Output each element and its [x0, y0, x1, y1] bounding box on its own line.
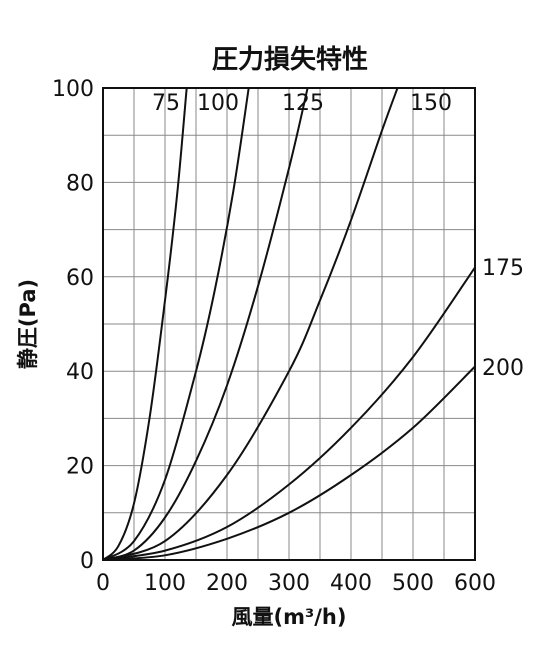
series-line-75 — [102, 87, 188, 561]
x-tick-label: 300 — [268, 571, 310, 596]
chart-title: 圧力損失特性 — [212, 44, 368, 75]
y-axis-label: 静圧(Pa) — [16, 279, 40, 369]
series-label-125: 125 — [282, 91, 324, 116]
y-tick-label: 20 — [66, 455, 94, 480]
series-label-200: 200 — [482, 356, 524, 381]
series-label-75: 75 — [152, 91, 180, 116]
series-label-100: 100 — [197, 91, 239, 116]
plot-frame — [102, 87, 476, 561]
series-line-150 — [102, 87, 399, 561]
series-line-125 — [102, 87, 309, 561]
series-label-175: 175 — [482, 256, 524, 281]
x-tick-label: 100 — [144, 571, 186, 596]
x-tick-label: 400 — [330, 571, 372, 596]
y-tick-label: 100 — [52, 77, 94, 102]
x-tick-label: 0 — [96, 571, 110, 596]
series-layer: 75 100 125 150 175 200 — [102, 87, 524, 561]
x-tick-label: 200 — [206, 571, 248, 596]
series-line-200 — [102, 365, 476, 561]
x-tick-label: 600 — [454, 571, 496, 596]
series-label-150: 150 — [410, 91, 452, 116]
y-axis-ticks: 0 20 40 60 80 100 — [52, 77, 94, 574]
y-tick-label: 60 — [66, 266, 94, 291]
series-line-175 — [102, 266, 476, 561]
y-tick-label: 80 — [66, 171, 94, 196]
x-axis-label: 風量(m³/h) — [232, 605, 347, 629]
x-axis-ticks: 0 100 200 300 400 500 600 — [96, 571, 496, 596]
y-tick-label: 40 — [66, 360, 94, 385]
y-tick-label: 0 — [80, 549, 94, 574]
series-line-100 — [102, 87, 250, 561]
x-tick-label: 500 — [392, 571, 434, 596]
grid-lines — [103, 88, 475, 560]
